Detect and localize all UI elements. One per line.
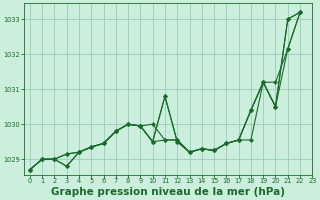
X-axis label: Graphe pression niveau de la mer (hPa): Graphe pression niveau de la mer (hPa) [51, 187, 285, 197]
